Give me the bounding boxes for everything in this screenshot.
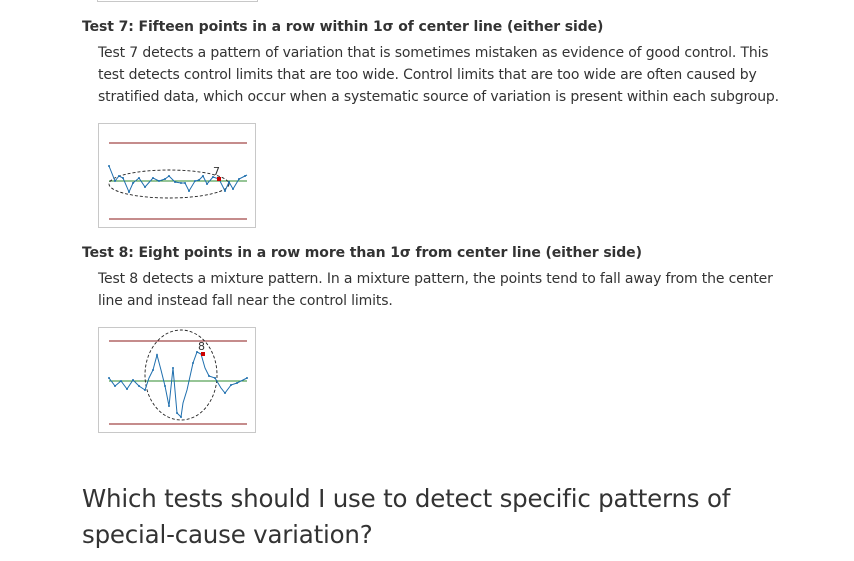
test-8-figure-label: 8 (198, 340, 205, 353)
test-8-heading: Test 8: Eight points in a row more than … (82, 245, 642, 261)
section-question-heading: Which tests should I use to detect speci… (82, 484, 731, 549)
data-series (108, 165, 248, 194)
flagged-point (217, 177, 221, 181)
flagged-point (201, 352, 205, 356)
previous-figure-frame (97, 0, 258, 2)
pattern-ellipse (108, 169, 230, 199)
data-points (108, 165, 246, 193)
test-7-heading: Test 7: Fifteen points in a row within 1… (82, 19, 604, 35)
test-8-chart: 8 (98, 327, 256, 433)
data-series (108, 351, 248, 419)
test-8-description: Test 8 detects a mixture pattern. In a m… (98, 271, 773, 309)
test-7-description: Test 7 detects a pattern of variation th… (98, 45, 779, 105)
test-7-chart: 7 (98, 123, 256, 228)
test-7-figure-label: 7 (213, 165, 220, 178)
pattern-ellipse (144, 329, 218, 421)
data-points (108, 351, 248, 418)
